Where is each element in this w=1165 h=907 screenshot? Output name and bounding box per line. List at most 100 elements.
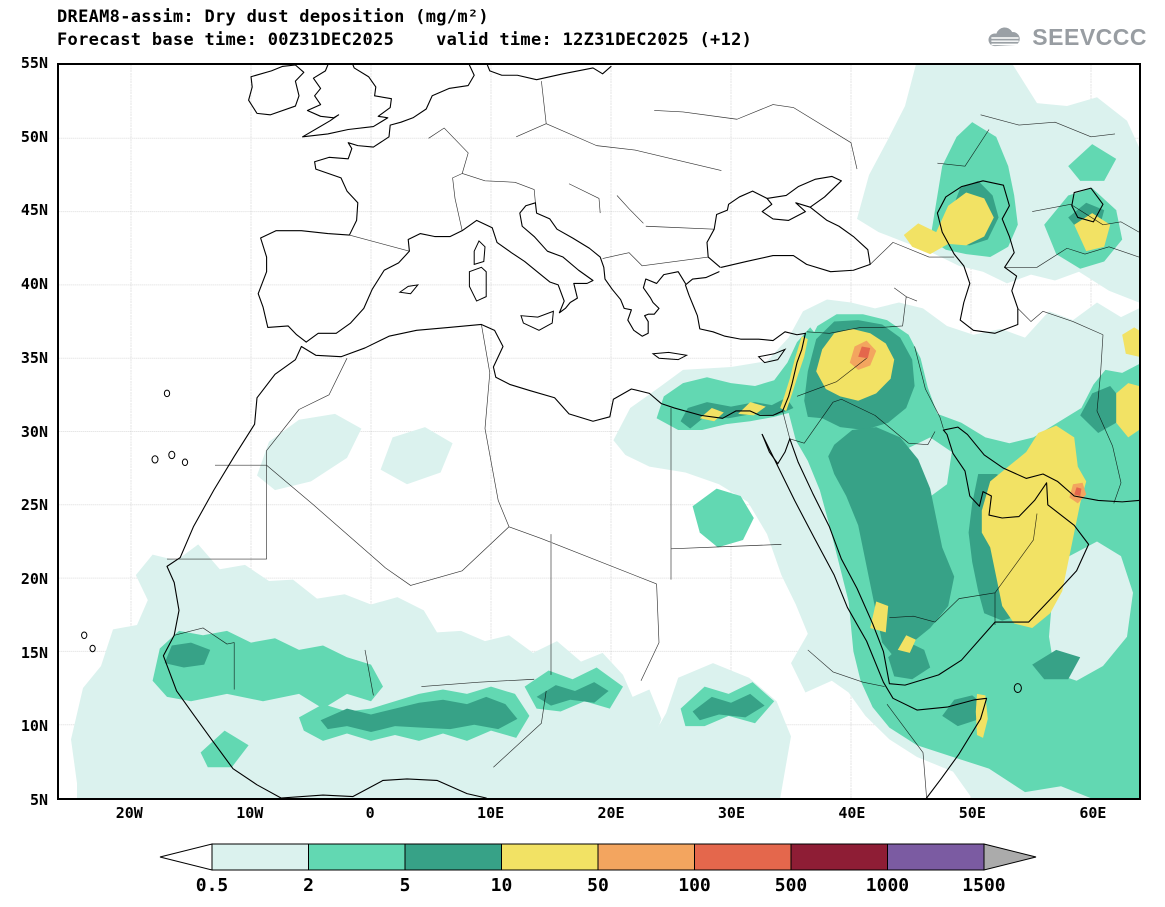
- colorbar-segment: [501, 843, 599, 871]
- page-title: DREAM8-assim: Dry dust deposition (mg/m²…: [57, 7, 489, 27]
- island-corsica: [474, 241, 485, 264]
- coast-spain-med: [306, 220, 476, 342]
- cloud-stripes: [991, 36, 1019, 45]
- colorbar-label: 5: [399, 875, 411, 896]
- island-capeverde: [90, 645, 95, 651]
- islands: [82, 241, 1022, 693]
- coast-aral: [1072, 188, 1103, 222]
- dust-shape: [200, 730, 249, 768]
- map-canvas: [59, 65, 1139, 798]
- dust-shape: [903, 192, 994, 255]
- dust-shape: [692, 488, 754, 548]
- dust-shape: [888, 641, 931, 680]
- colorbar-left-arrow: [159, 843, 213, 871]
- dust-shape: [647, 663, 791, 798]
- colorbar-label: 1000: [865, 875, 910, 896]
- coast-africa: [163, 324, 805, 798]
- dust-shape: [164, 642, 211, 668]
- dust-shape: [1032, 649, 1081, 680]
- dust-shape: [692, 693, 765, 721]
- colorbar-segment: [308, 843, 406, 871]
- dust-shape: [965, 336, 1073, 420]
- lat-tick: 35N: [20, 348, 48, 367]
- dust-level-100: [858, 346, 1082, 497]
- coast-redsea-horn: [762, 434, 986, 798]
- dust-shape: [1068, 144, 1117, 181]
- colorbar-label: 0.5: [195, 875, 229, 896]
- cloud-shape: [988, 26, 1021, 46]
- coast-west-europe: [258, 65, 611, 342]
- dust-shape: [680, 397, 794, 429]
- colorbar-segment: [597, 843, 695, 871]
- dust-shape: [858, 346, 871, 359]
- colorbar-label: 1500: [962, 875, 1006, 896]
- coast-sinai: [762, 434, 790, 463]
- logo-text: SEEVCCC: [1032, 24, 1147, 50]
- lon-tick: 60E: [1079, 804, 1107, 822]
- coast-ireland: [249, 65, 304, 115]
- dust-shape: [699, 336, 808, 422]
- island-sardinia: [469, 267, 486, 301]
- dust-shape: [1049, 541, 1133, 681]
- colorbar-label: 50: [587, 875, 609, 896]
- dust-shape: [320, 696, 518, 733]
- island-socotra: [1014, 684, 1021, 693]
- island-sicily: [521, 311, 553, 330]
- coast-azov: [767, 176, 841, 207]
- island-canary: [152, 456, 158, 463]
- lon-tick: 20E: [597, 804, 625, 822]
- seevccc-logo: SEEVCCC: [985, 24, 1147, 51]
- lon-tick: 20W: [115, 804, 143, 822]
- colorbar-segment: [887, 843, 985, 871]
- dust-level-10: [699, 192, 1139, 738]
- lon-tick: 10E: [477, 804, 505, 822]
- lon-tick: 50E: [958, 804, 986, 822]
- coast-arabia: [790, 430, 1089, 685]
- dust-shape: [942, 695, 983, 727]
- dust-shape: [536, 682, 609, 706]
- colorbar-segment: [211, 843, 309, 871]
- island-cyprus: [759, 349, 785, 362]
- dust-shape: [828, 427, 955, 658]
- dust-shape: [1116, 327, 1139, 438]
- map-plot: [57, 63, 1141, 800]
- lat-tick: 20N: [20, 569, 48, 588]
- lat-tick: 50N: [20, 127, 48, 146]
- lon-tick: 30E: [717, 804, 745, 822]
- lat-tick: 30N: [20, 422, 48, 441]
- lat-tick: 25N: [20, 496, 48, 515]
- header: DREAM8-assim: Dry dust deposition (mg/m²…: [57, 6, 752, 52]
- coast-balkans-greece: [535, 203, 685, 336]
- island-capeverde: [82, 632, 87, 638]
- valid-time: valid time: 12Z31DEC2025 (+12): [436, 30, 753, 50]
- coast-italy: [477, 203, 593, 313]
- border-lines: [167, 81, 1139, 798]
- lat-tick: 45N: [20, 201, 48, 220]
- colorbar-label: 2: [303, 875, 314, 896]
- dust-shape: [1074, 487, 1082, 497]
- colorbar-svg: [159, 843, 1037, 871]
- colorbar-label: 100: [678, 875, 711, 896]
- island-madeira: [164, 390, 169, 396]
- cloud-icon: [988, 26, 1021, 46]
- lat-axis: 55N 50N 45N 40N 35N 30N 25N 20N 15N 10N …: [0, 54, 52, 809]
- coast-iran-gulf: [943, 427, 1139, 502]
- colorbar-right-arrow: [983, 843, 1037, 871]
- dust-shape: [152, 630, 383, 709]
- colorbar-segment: [790, 843, 888, 871]
- lat-tick: 5N: [29, 791, 48, 809]
- island-canary: [169, 451, 175, 458]
- dust-shape: [380, 427, 453, 485]
- dust-shape: [1080, 386, 1123, 433]
- island-balearics: [400, 285, 418, 294]
- lon-tick: 10W: [236, 804, 264, 822]
- lon-axis: 20W 10W 0 10E 20E 30E 40E 50E 60E: [57, 804, 1141, 826]
- colorbar-segment: [694, 843, 792, 871]
- island-canary: [182, 459, 187, 465]
- lat-tick: 10N: [20, 717, 48, 736]
- colorbar: 0.5 2 5 10 50 100 500 1000 1500: [159, 842, 1037, 902]
- coast-britain: [303, 65, 392, 137]
- dust-shape: [870, 601, 916, 653]
- lon-tick: 40E: [838, 804, 866, 822]
